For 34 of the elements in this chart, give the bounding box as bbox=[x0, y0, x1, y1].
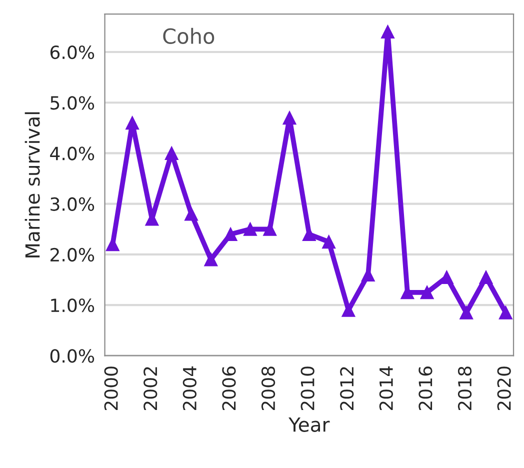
x-tick-label: 2020 bbox=[497, 366, 511, 410]
x-tick-label: 2002 bbox=[144, 367, 158, 410]
y-tick-label: 3.0% bbox=[50, 197, 94, 211]
x-tick-label: 2000 bbox=[104, 366, 118, 410]
x-tick-label: 2016 bbox=[418, 366, 432, 410]
point bbox=[498, 306, 512, 320]
point bbox=[380, 24, 395, 39]
point bbox=[164, 146, 178, 160]
x-tick-label: 2008 bbox=[261, 366, 276, 410]
point bbox=[243, 222, 257, 236]
x-tick-label: 2012 bbox=[340, 367, 354, 410]
point bbox=[126, 116, 140, 130]
point bbox=[322, 235, 336, 249]
y-tick-label: 2.0% bbox=[50, 248, 94, 262]
point bbox=[420, 286, 434, 300]
x-tick-label: 2010 bbox=[300, 366, 314, 410]
y-axis-title: Marine survival bbox=[24, 112, 40, 258]
y-tick-label: 1.0% bbox=[51, 298, 94, 312]
point bbox=[460, 306, 474, 320]
annotation: Coho bbox=[163, 28, 214, 44]
x-tick-label: 2014 bbox=[379, 366, 393, 410]
point bbox=[224, 227, 238, 241]
point bbox=[282, 111, 296, 125]
x-tick-label: 2006 bbox=[222, 366, 236, 410]
x-tick-label: 2004 bbox=[182, 366, 196, 410]
y-tick-label: 4.0% bbox=[50, 146, 94, 160]
y-tick-label: 5.0% bbox=[50, 96, 94, 110]
x-axis-title: Year bbox=[288, 418, 330, 432]
x-tick-label: 2018 bbox=[458, 366, 472, 410]
y-tick-label: 6.0% bbox=[50, 45, 94, 60]
point bbox=[204, 252, 218, 266]
y-tick-label: 0.0% bbox=[50, 349, 94, 363]
point bbox=[184, 207, 198, 221]
point bbox=[479, 270, 493, 284]
